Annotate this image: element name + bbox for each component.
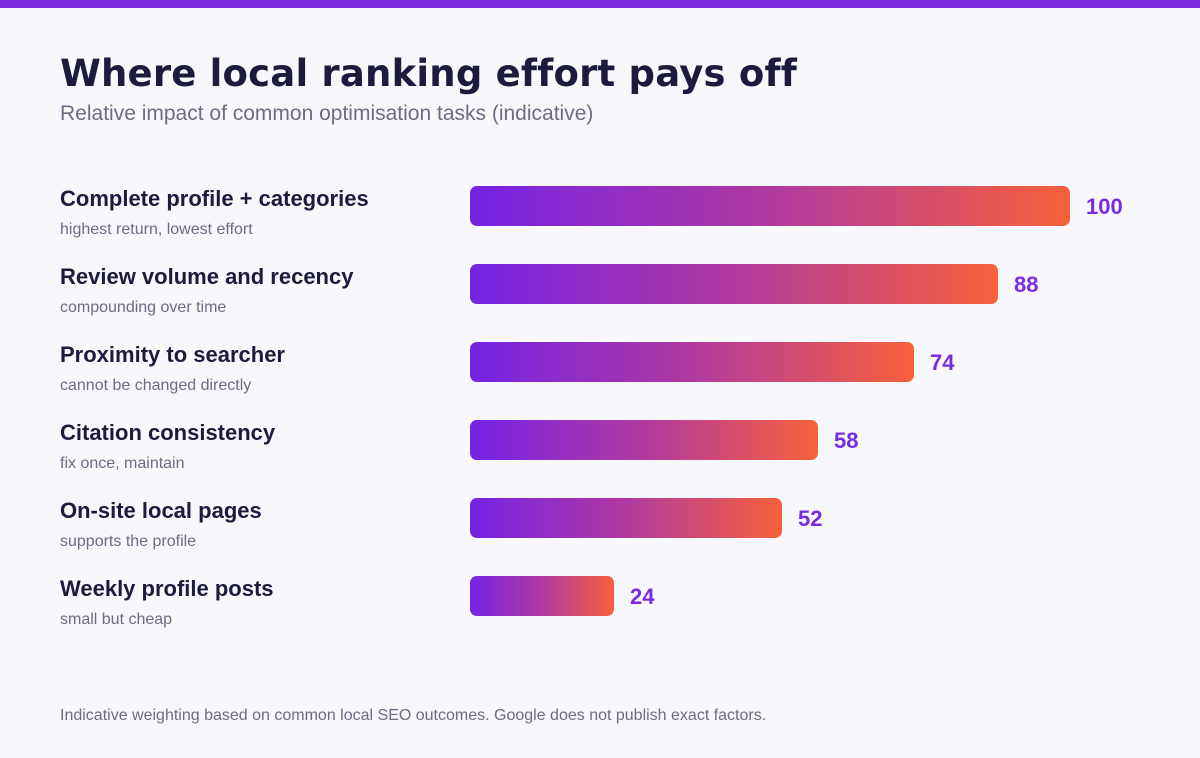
category-note: cannot be changed directly bbox=[60, 377, 252, 394]
category-note: fix once, maintain bbox=[60, 455, 185, 472]
top-accent-bar bbox=[0, 0, 1200, 8]
footnote: Indicative weighting based on common loc… bbox=[60, 707, 767, 724]
category-label: Proximity to searcher bbox=[60, 342, 285, 367]
category-note: supports the profile bbox=[60, 533, 197, 550]
category-note: small but cheap bbox=[60, 611, 173, 628]
bar-row: Complete profile + categories highest ret… bbox=[0, 186, 1200, 264]
bar-value-label: 52 bbox=[798, 506, 823, 531]
bar-row: Proximity to searcher cannot be changed d… bbox=[0, 342, 1200, 420]
bar bbox=[470, 342, 914, 382]
category-note: compounding over time bbox=[60, 299, 227, 316]
bar-value-label: 88 bbox=[1014, 272, 1039, 297]
category-label: Complete profile + categories bbox=[60, 186, 369, 211]
chart-subtitle: Relative impact of common optimisation t… bbox=[60, 102, 594, 125]
bar-value-label: 100 bbox=[1086, 194, 1123, 219]
chart-title: Where local ranking effort pays off bbox=[60, 52, 798, 95]
bar-row: On-site local pages supports the profile 5… bbox=[0, 498, 1200, 576]
bar bbox=[470, 498, 782, 538]
bar-value-label: 24 bbox=[630, 584, 655, 609]
category-note: highest return, lowest effort bbox=[60, 221, 253, 238]
category-label: On-site local pages bbox=[60, 498, 262, 523]
bar-value-label: 58 bbox=[834, 428, 859, 453]
bar bbox=[470, 420, 818, 460]
bar-row: Weekly profile posts small but cheap 24 bbox=[0, 576, 1200, 654]
bar-value-label: 74 bbox=[930, 350, 955, 375]
bar bbox=[470, 186, 1070, 226]
bar bbox=[470, 576, 614, 616]
category-label: Weekly profile posts bbox=[60, 576, 274, 601]
category-label: Review volume and recency bbox=[60, 264, 354, 289]
bar-row: Citation consistency fix once, maintain 58 bbox=[0, 420, 1200, 498]
category-label: Citation consistency bbox=[60, 420, 276, 445]
bar-row: Review volume and recency compounding ove… bbox=[0, 264, 1200, 342]
bar bbox=[470, 264, 998, 304]
